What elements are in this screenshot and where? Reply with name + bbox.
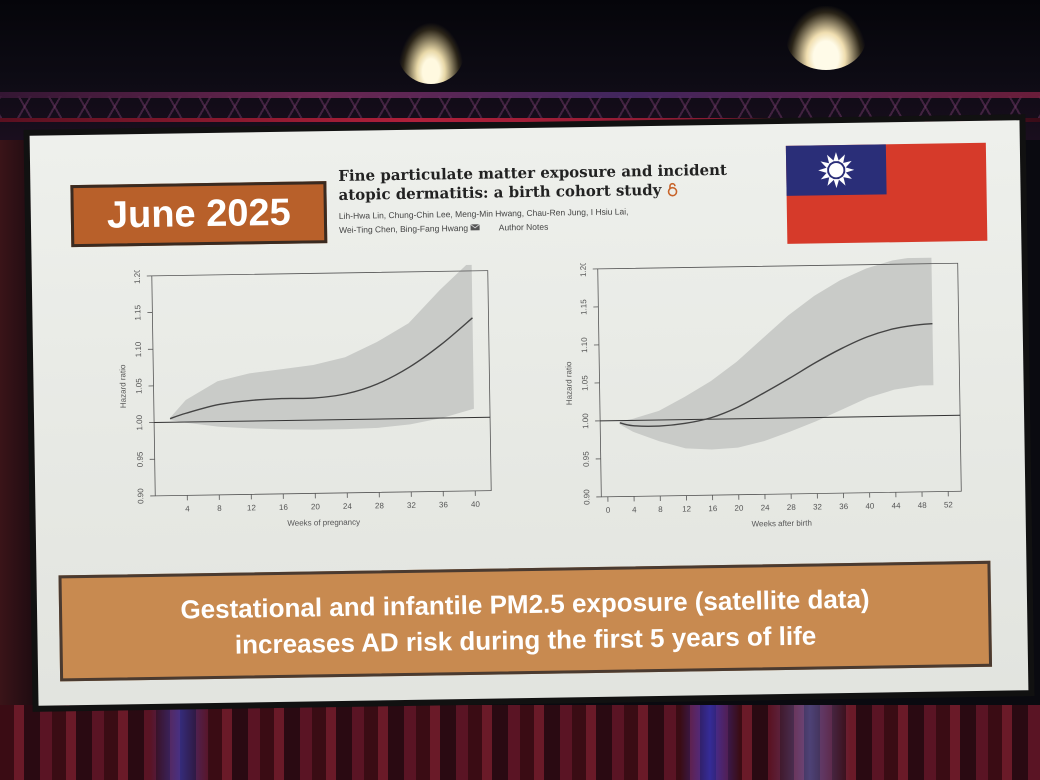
x-tick-label: 16 [708,504,718,513]
authors-line-2: Wei-Ting Chen, Bing-Fang Hwang [339,222,469,235]
x-tick-label: 20 [311,502,321,511]
x-tick-label: 4 [185,504,190,513]
paper-title: Fine particulate matter exposure and inc… [338,160,759,205]
chart-after-birth-svg: 0 4 8 12 16 20 24 28 32 36 40 44 48 520.900.951.001.0… [564,257,962,529]
y-tick-label: 1.00 [581,413,590,429]
y-tick-label: 0.90 [136,488,145,504]
x-tick-label: 36 [839,502,849,511]
x-tick-label: 24 [343,502,353,511]
taiwan-flag-icon [785,142,988,244]
author-notes-link[interactable]: Author Notes [498,221,549,233]
x-tick-label: 32 [407,501,417,510]
y-tick-label: 1.15 [133,304,142,320]
y-tick-label: 1.20 [133,268,142,284]
hazard-ratio-curve [619,322,933,427]
flag-sun-icon [818,152,855,189]
y-axis-label: Hazard ratio [564,361,574,405]
y-tick-label: 1.05 [134,378,143,394]
confidence-band [170,264,474,430]
flag-canton [785,144,887,196]
truss-bar-upper [0,92,1040,98]
chart-pregnancy: 4 8 12 16 20 24 28 32 36 40 0.90 0.95 1.00 1.05 1.10 1.… [98,264,502,550]
x-tick-label: 12 [247,503,257,512]
chart-pregnancy-svg: 4 8 12 16 20 24 28 32 36 40 0.90 0.95 1.00 1.05 1.10 1.… [118,264,492,528]
x-tick-label: 24 [761,503,771,512]
y-tick-label: 0.90 [582,489,591,505]
curtain-light-2 [680,705,740,780]
x-tick-label: 48 [918,501,928,510]
y-tick-label: 0.95 [582,451,591,467]
x-tick-label: 28 [787,503,797,512]
date-label: June 2025 [70,181,328,248]
y-tick-label: 1.05 [580,375,589,391]
x-tick-label: 4 [632,505,637,514]
x-tick-label: 32 [813,502,823,511]
truss-bar-lower [0,118,1040,122]
y-tick-label: 1.10 [580,337,589,353]
chart-after-birth: 0 4 8 12 16 20 24 28 32 36 40 44 48 52 0.90 0.95 1.00 1.0… [548,257,973,554]
y-tick-label: 1.15 [579,299,588,315]
projection-screen: June 2025 Fine particulate matter exposu… [29,120,1029,706]
y-tick-label: 1.10 [134,341,143,357]
y-axis-label: Hazard ratio [118,364,128,408]
x-tick-label: 36 [439,500,449,509]
x-tick-label: 28 [375,501,385,510]
lighting-truss [0,96,1040,118]
curtain-light-3 [770,705,850,780]
stage-light-right [786,6,866,70]
open-lock-icon [666,181,678,199]
y-tick-label: 1.00 [135,414,144,430]
authors-line-2-wrap: Wei-Ting Chen, Bing-Fang Hwang Author No… [339,216,759,237]
summary-box: Gestational and infantile PM2.5 exposure… [58,560,993,682]
x-tick-label: 8 [217,504,222,513]
stage-light-left [398,22,464,84]
confidence-band [619,257,934,450]
x-tick-label: 16 [279,503,289,512]
x-tick-label: 20 [734,504,744,513]
curtain-light-1 [150,705,210,780]
x-axis-label: Weeks after birth [752,519,812,529]
reference-line [600,414,961,422]
x-tick-label: 40 [865,502,875,511]
reference-line [154,416,491,424]
x-tick-label: 44 [892,501,902,510]
envelope-icon [470,223,483,233]
hazard-ratio-curve [169,317,473,420]
x-tick-label: 40 [471,500,481,509]
x-tick-label: 8 [658,505,663,514]
x-tick-label: 0 [606,506,611,515]
y-tick-label: 0.95 [136,451,145,467]
paper-authors: Lih-Hwa Lin, Chung-Chin Lee, Meng-Min Hw… [339,202,759,237]
x-tick-label: 52 [944,500,954,509]
y-tick-label: 1.20 [579,261,588,277]
x-axis-label: Weeks of pregnancy [287,518,360,528]
x-tick-label: 12 [682,504,692,513]
ceiling [0,0,1040,140]
